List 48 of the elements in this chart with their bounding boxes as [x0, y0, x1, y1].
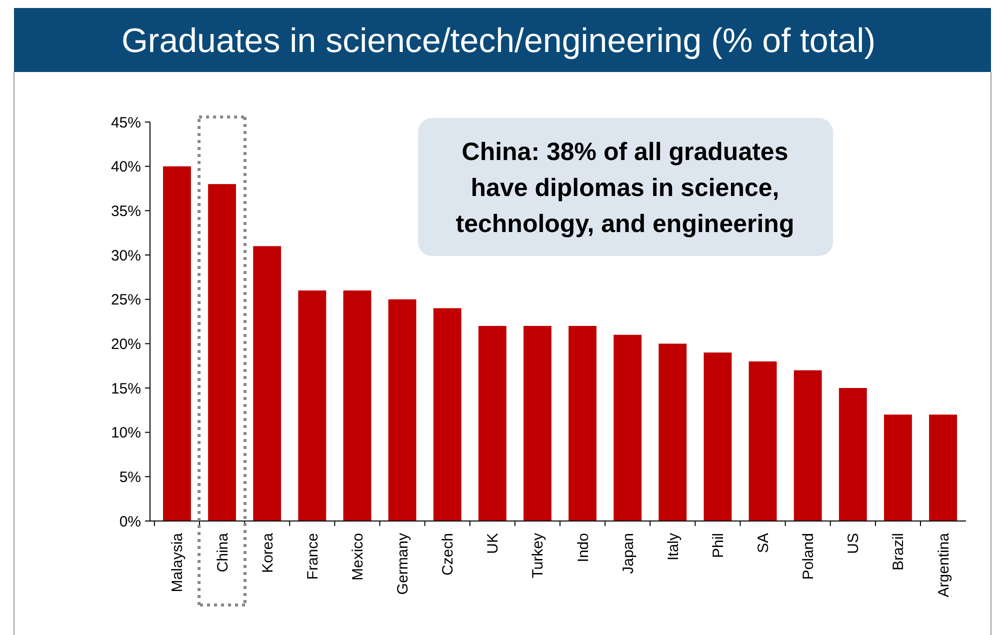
x-tick-label: Korea: [259, 532, 276, 574]
y-tick-label: 5%: [119, 468, 141, 486]
y-tick-label: 20%: [110, 336, 141, 353]
x-tick-label: Brazil: [890, 533, 908, 571]
bar: [524, 326, 552, 521]
x-tick-label: Poland: [800, 533, 818, 580]
x-tick-label: US: [845, 533, 862, 554]
y-tick-label: 40%: [110, 158, 141, 176]
bar: [838, 388, 867, 521]
x-tick-label: Italy: [664, 532, 682, 561]
x-tick-label: Argentina: [935, 532, 952, 598]
bar: [298, 290, 326, 521]
x-tick-label: Czech: [440, 533, 457, 576]
bar: [884, 414, 912, 521]
bar: [658, 344, 687, 521]
y-tick-label: 45%: [110, 114, 141, 132]
annotation: China: 38% of all graduates have diplomas in science, technology, and engineering: [456, 138, 794, 238]
bar: [208, 184, 236, 521]
bar: [748, 361, 777, 521]
bar: [478, 326, 506, 521]
bar: [253, 246, 282, 521]
bar: [388, 299, 416, 521]
x-tick-label: Indo: [574, 533, 592, 562]
x-tick-label: Japan: [620, 533, 637, 574]
x-tick-label: Phil: [710, 533, 727, 558]
x-tick-label: SA: [755, 533, 772, 554]
bar: [614, 334, 642, 521]
y-tick-label: 25%: [110, 292, 141, 309]
y-tick-label: 30%: [110, 247, 141, 264]
bar: [704, 352, 732, 521]
x-tick-label: China: [214, 532, 232, 572]
x-tick-label: Turkey: [530, 532, 547, 578]
x-tick-label: UK: [484, 533, 502, 554]
chart-title: Graduates in science/tech/engineering (% of total): [121, 22, 876, 60]
y-tick-label: 10%: [110, 424, 141, 442]
bar: [343, 290, 372, 521]
bar: [163, 166, 191, 521]
bar: [433, 308, 462, 521]
bar: [929, 414, 957, 521]
y-tick-label: 0%: [119, 513, 141, 530]
x-tick-label: Mexico: [349, 533, 366, 581]
bar: [568, 326, 596, 521]
bar: [794, 370, 822, 521]
x-tick-label: France: [304, 533, 322, 580]
x-tick-label: Malaysia: [169, 532, 186, 592]
y-tick-label: 15%: [110, 380, 141, 398]
y-tick-label: 35%: [110, 202, 141, 220]
x-tick-label: Germany: [394, 532, 412, 595]
